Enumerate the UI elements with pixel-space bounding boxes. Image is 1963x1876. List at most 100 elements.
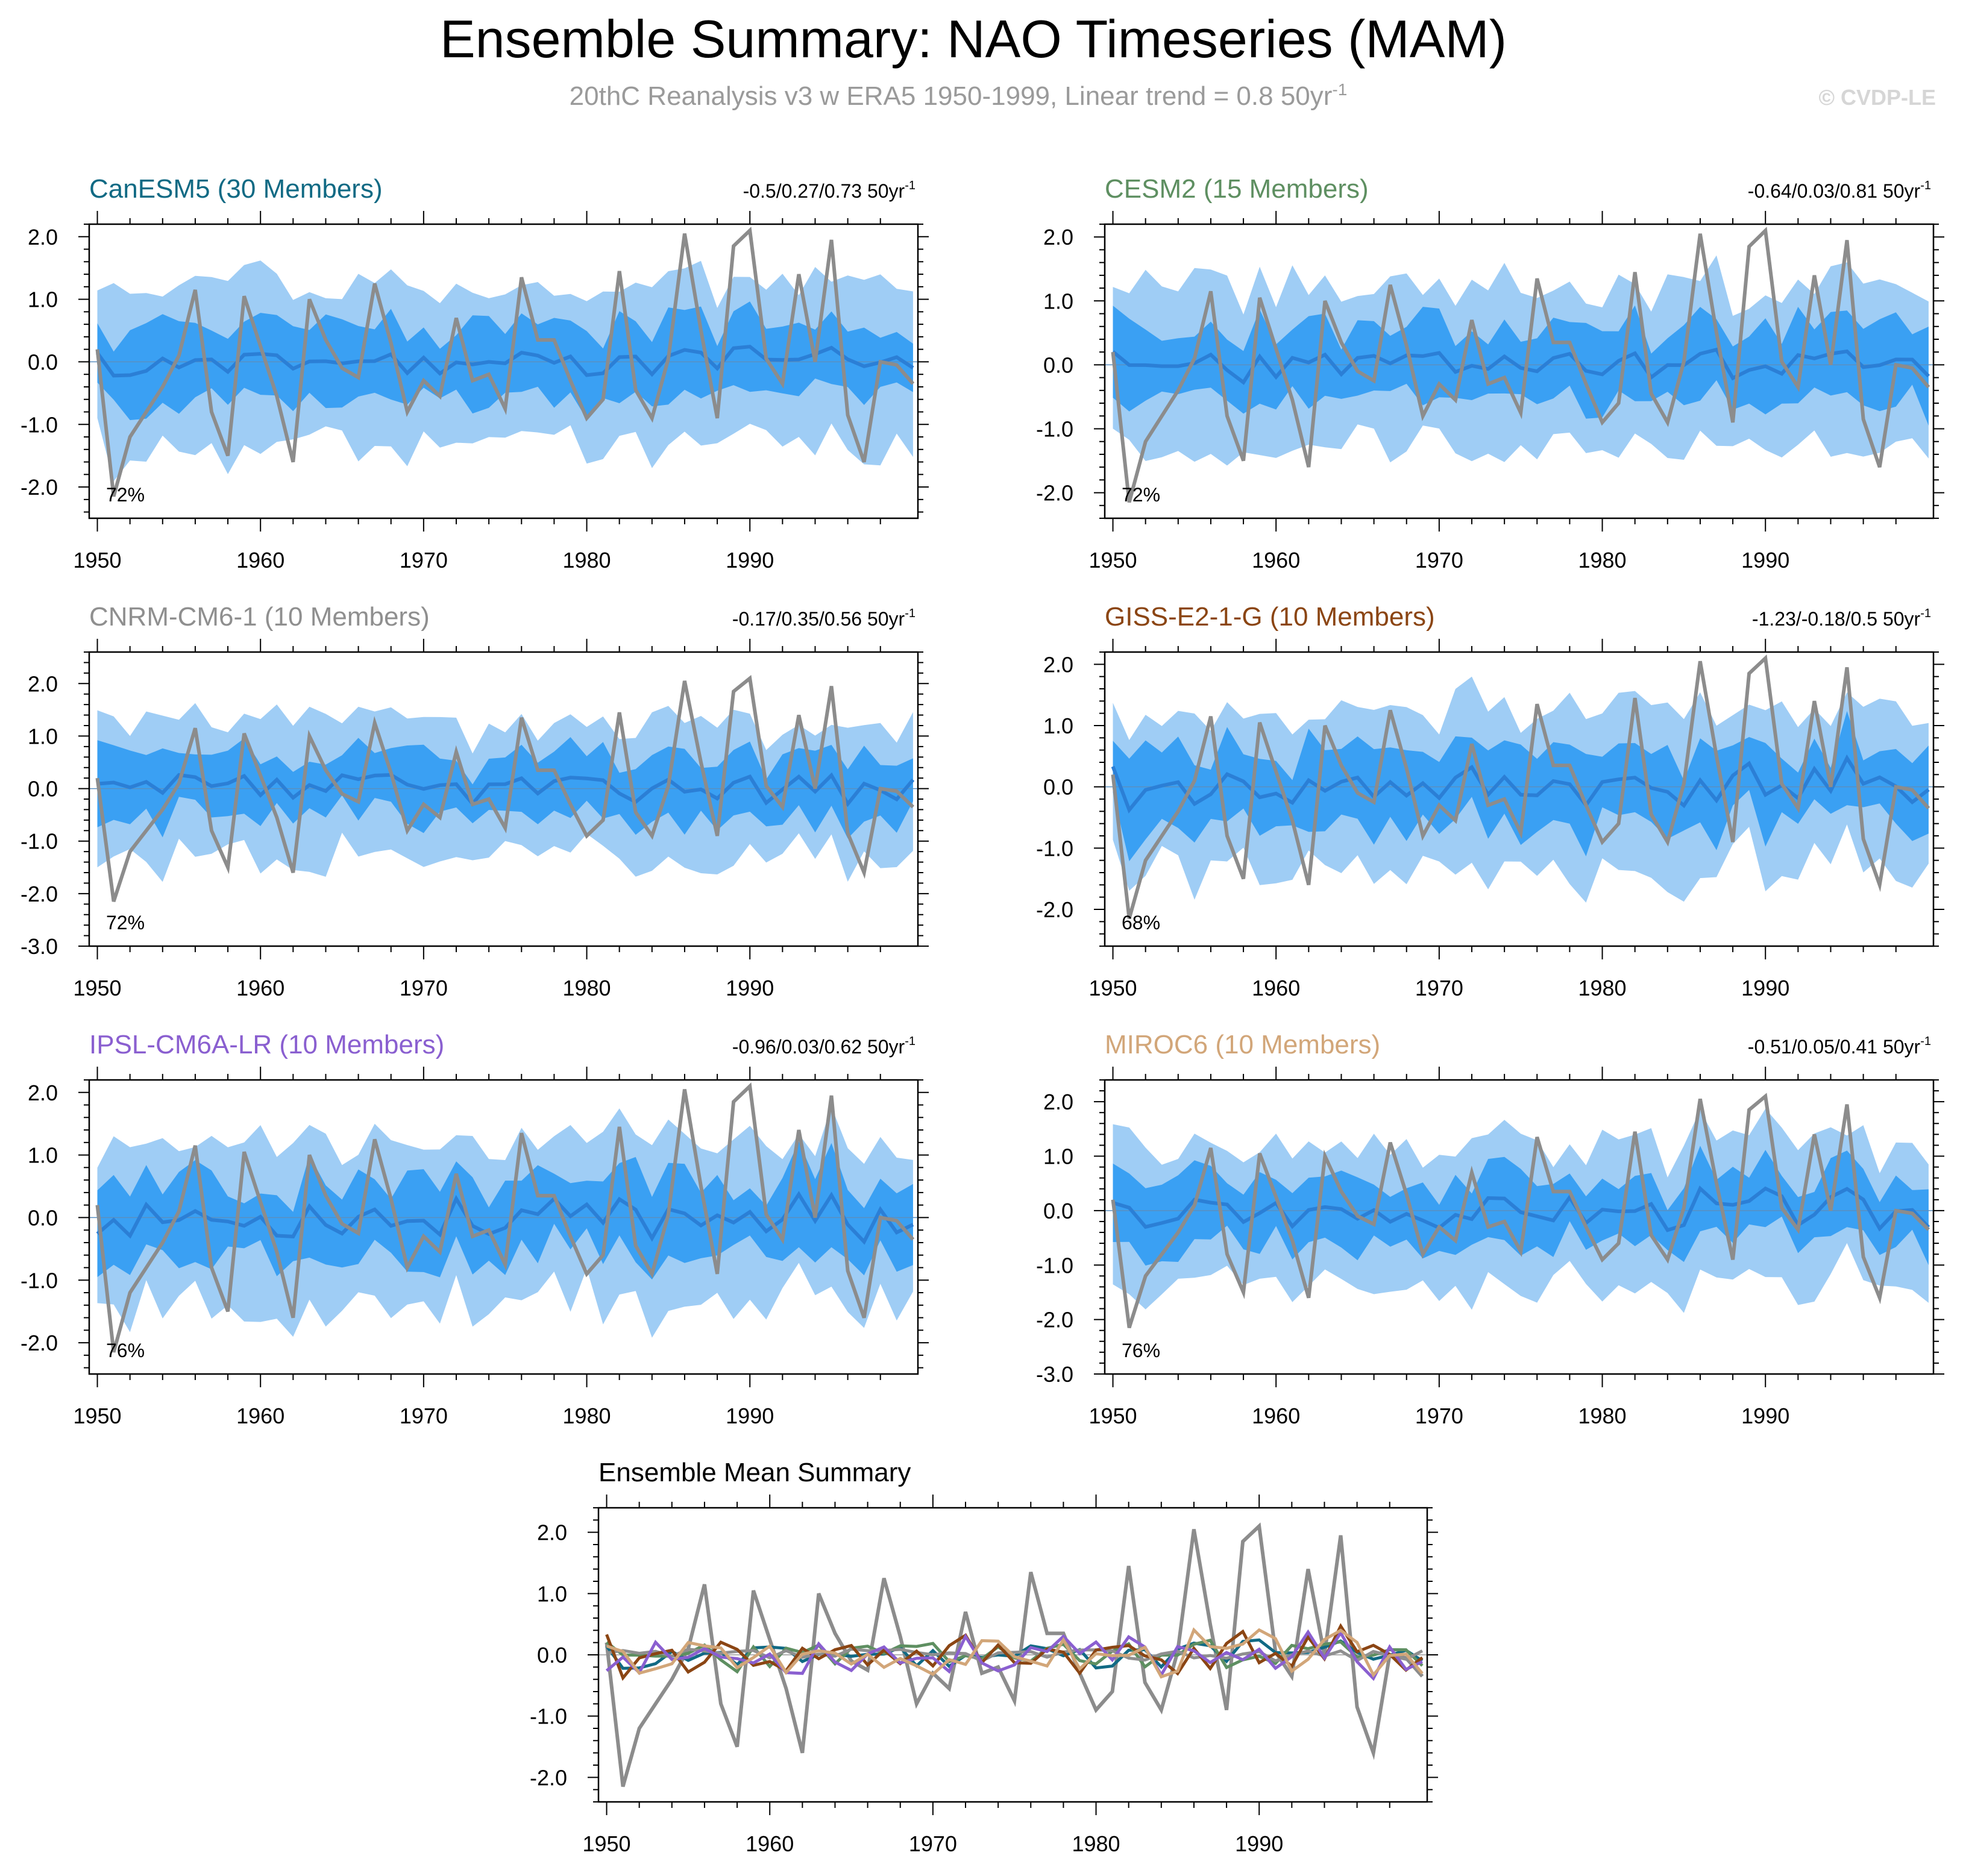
y-tick-label: 0.0: [537, 1643, 567, 1667]
x-tick-label: 1980: [1578, 1404, 1626, 1428]
x-tick-label: 1980: [1578, 976, 1626, 1000]
x-tick-label: 1980: [1072, 1831, 1120, 1856]
y-tick-label: 2.0: [1043, 1090, 1073, 1114]
panel-6: MIROC6 (10 Members) -0.51/0.05/0.41 50yr-…: [1036, 1030, 1944, 1428]
panel-4: GISS-E2-1-G (10 Members) -1.23/-0.18/0.5 …: [1036, 602, 1944, 1000]
x-tick-label: 1990: [1741, 1404, 1789, 1428]
panels: CanESM5 (30 Members) -0.5/0.27/0.73 50yr-…: [20, 174, 1944, 1856]
y-tick-label: -1.0: [1036, 1253, 1073, 1278]
y-tick-label: -2.0: [530, 1765, 567, 1790]
percent-label: 72%: [106, 912, 145, 933]
x-tick-label: 1990: [726, 1404, 774, 1428]
x-tick-label: 1970: [1415, 548, 1463, 573]
series-line-miroc6: [606, 1627, 1424, 1679]
y-tick-label: 1.0: [537, 1581, 567, 1606]
ensemble-mean-line: [97, 772, 915, 808]
y-tick-label: 0.0: [1043, 775, 1073, 800]
y-tick-label: 0.0: [28, 777, 58, 802]
y-tick-label: 1.0: [1043, 714, 1073, 738]
y-tick-label: 1.0: [28, 1143, 58, 1168]
trend-sup: -1: [1920, 1035, 1931, 1048]
percent-label: 72%: [1122, 484, 1160, 506]
percent-label: 76%: [1122, 1340, 1160, 1361]
plot-area: [1105, 1093, 1933, 1329]
x-tick-label: 1980: [562, 1404, 611, 1428]
y-tick-label: 0.0: [1043, 353, 1073, 377]
y-tick-label: 2.0: [28, 225, 58, 249]
percent-label: 72%: [106, 484, 145, 506]
y-tick-label: 1.0: [28, 287, 58, 312]
panel-1: CanESM5 (30 Members) -0.5/0.27/0.73 50yr-…: [20, 174, 929, 573]
plot-frame: [1104, 1079, 1935, 1375]
y-tick-label: -2.0: [20, 1331, 58, 1355]
y-tick-label: -2.0: [1036, 481, 1073, 506]
trend-text: -0.96/0.03/0.62 50yr: [732, 1036, 905, 1058]
panel-5: IPSL-CM6A-LR (10 Members) -0.96/0.03/0.62…: [20, 1030, 929, 1428]
trend-text: -1.23/-0.18/0.5 50yr: [1752, 608, 1921, 630]
plot-area: [89, 227, 918, 497]
trend-text: -0.17/0.35/0.56 50yr: [732, 608, 905, 630]
x-tick-label: 1960: [236, 1404, 284, 1428]
ensemble-mean-line: [96, 1191, 914, 1245]
y-tick-label: -2.0: [20, 475, 58, 500]
y-tick-label: -1.0: [530, 1704, 567, 1729]
trend-label: -0.17/0.35/0.56 50yr-1: [732, 607, 916, 630]
observed-line: [1111, 1093, 1930, 1329]
y-tick-label: -1.0: [20, 412, 58, 437]
y-tick-label: 0.0: [28, 1205, 58, 1230]
x-tick-label: 1990: [726, 976, 774, 1000]
trend-label: -0.5/0.27/0.73 50yr-1: [743, 179, 916, 202]
trend-sup: -1: [1920, 607, 1931, 620]
trend-sup: -1: [1920, 179, 1931, 192]
plot-area: [89, 674, 918, 902]
x-tick-label: 1990: [1741, 976, 1789, 1000]
percent-label: 76%: [106, 1340, 145, 1361]
x-tick-label: 1970: [1415, 1404, 1463, 1428]
y-tick-label: -1.0: [20, 829, 58, 854]
x-tick-label: 1960: [746, 1831, 794, 1856]
trend-sup: -1: [905, 179, 916, 192]
x-tick-label: 1980: [562, 976, 611, 1000]
x-tick-label: 1970: [400, 976, 448, 1000]
trend-label: -0.51/0.05/0.41 50yr-1: [1748, 1035, 1931, 1058]
x-tick-label: 1980: [562, 548, 611, 573]
y-tick-label: -1.0: [1036, 416, 1073, 441]
plot-area: [1105, 227, 1933, 503]
x-tick-label: 1950: [73, 976, 121, 1000]
figure-title: Ensemble Summary: NAO Timeseries (MAM): [440, 9, 1507, 69]
ensemble-mean-line: [1111, 347, 1930, 385]
observed-line: [95, 674, 914, 902]
panel-title: CanESM5 (30 Members): [89, 174, 383, 204]
ensemble-mean-line: [96, 345, 914, 378]
x-tick-label: 1960: [1252, 1404, 1300, 1428]
y-tick-label: 2.0: [537, 1520, 567, 1545]
plot-area: [1105, 654, 1933, 920]
plot-area: [89, 1082, 918, 1353]
x-tick-label: 1950: [73, 1404, 121, 1428]
ensemble-mean-line: [1111, 754, 1930, 814]
trend-text: -0.64/0.03/0.81 50yr: [1748, 180, 1921, 202]
panel-title: MIROC6 (10 Members): [1105, 1030, 1380, 1059]
trend-text: -0.51/0.05/0.41 50yr: [1748, 1036, 1921, 1058]
x-tick-label: 1950: [73, 548, 121, 573]
panel-2: CESM2 (15 Members) -0.64/0.03/0.81 50yr-1…: [1036, 174, 1944, 573]
plot-frame: [88, 1079, 919, 1375]
panel-title: IPSL-CM6A-LR (10 Members): [89, 1030, 444, 1059]
percent-label: 68%: [1122, 912, 1160, 933]
y-tick-label: -2.0: [20, 882, 58, 906]
y-tick-label: 1.0: [1043, 289, 1073, 313]
y-tick-label: 0.0: [1043, 1199, 1073, 1223]
x-tick-label: 1950: [1088, 548, 1137, 573]
y-tick-label: -1.0: [20, 1268, 58, 1293]
y-tick-label: 0.0: [28, 350, 58, 374]
y-tick-label: 2.0: [28, 1081, 58, 1105]
figure-subtitle: 20thC Reanalysis v3 w ERA5 1950-1999, Li…: [570, 80, 1348, 111]
x-tick-label: 1990: [1741, 548, 1789, 573]
x-tick-label: 1960: [1252, 976, 1300, 1000]
x-tick-label: 1960: [1252, 548, 1300, 573]
panel-title: Ensemble Mean Summary: [598, 1458, 911, 1487]
x-tick-label: 1970: [400, 548, 448, 573]
y-tick-label: -3.0: [1036, 1362, 1073, 1387]
y-tick-label: -2.0: [1036, 897, 1073, 922]
